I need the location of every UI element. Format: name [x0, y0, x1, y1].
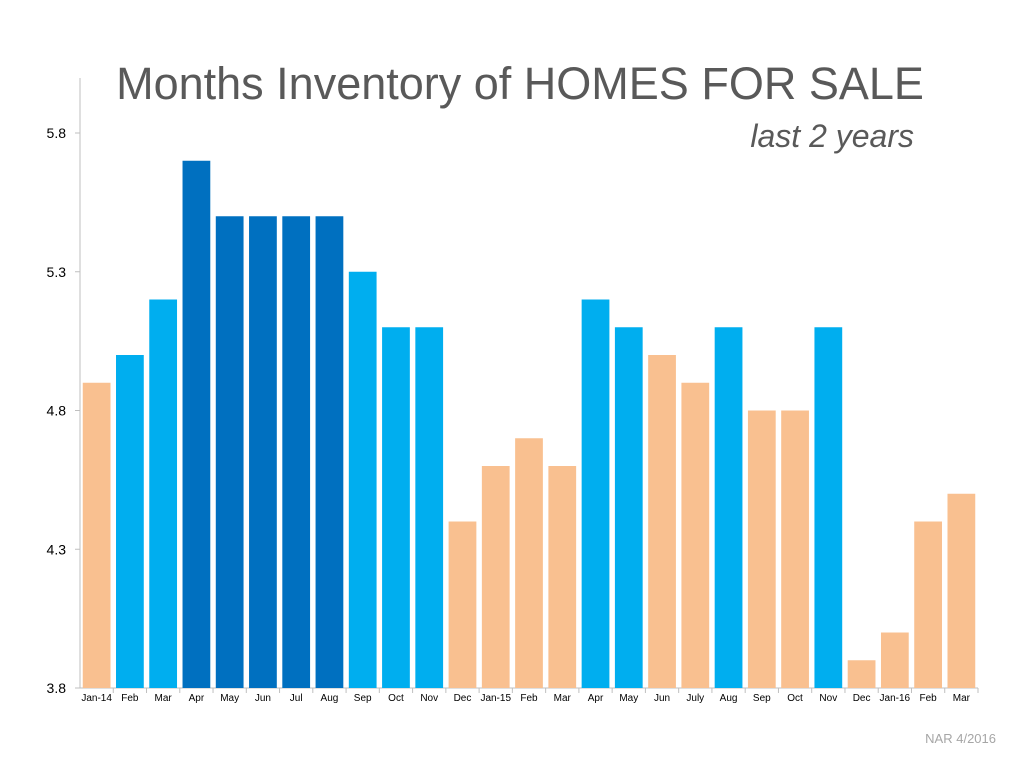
bar: [648, 355, 676, 688]
bar: [182, 160, 211, 688]
x-tick-label: Jun: [255, 693, 271, 704]
x-tick-label: Nov: [819, 693, 837, 704]
y-tick-label: 4.8: [47, 403, 67, 419]
y-tick-label: 4.3: [47, 541, 67, 557]
bar: [581, 299, 610, 688]
bar: [348, 271, 377, 688]
x-tick-label: Apr: [588, 693, 604, 704]
bar: [681, 382, 710, 688]
x-tick-label: Feb: [919, 693, 937, 704]
x-tick-label: Dec: [853, 693, 871, 704]
chart-bars: [82, 160, 976, 688]
y-axis-labels: 3.8 4.3 4.8 5.3 5.8: [47, 125, 67, 696]
x-tick-label: Apr: [189, 693, 205, 704]
x-tick-label: Mar: [953, 693, 971, 704]
y-tick-label: 5.8: [47, 125, 67, 141]
x-tick-label: Feb: [121, 693, 139, 704]
x-tick-label: Dec: [454, 693, 472, 704]
x-tick-label: Aug: [321, 693, 339, 704]
bar: [116, 355, 144, 688]
bar: [415, 327, 444, 688]
x-tick-label: Jan-15: [480, 693, 511, 704]
bar: [947, 493, 976, 688]
x-tick-label: Feb: [520, 693, 538, 704]
source-note: NAR 4/2016: [925, 731, 996, 746]
bar: [914, 521, 942, 688]
x-tick-label: Jan-14: [81, 693, 112, 704]
x-tick-label: Sep: [354, 693, 372, 704]
bar: [814, 327, 843, 688]
bar: [82, 382, 111, 688]
bar: [315, 216, 344, 688]
chart-subtitle: last 2 years: [750, 118, 914, 154]
x-tick-label: May: [619, 693, 638, 704]
x-tick-label: Nov: [420, 693, 438, 704]
x-axis-labels: Jan-14 Feb Mar Apr May Jun Jul Aug Sep Oct Nov Dec J…: [81, 693, 970, 704]
x-tick-label: July: [686, 693, 704, 704]
bar: [548, 466, 577, 688]
bar: [880, 632, 909, 688]
bar: [515, 438, 543, 688]
bar: [382, 327, 410, 688]
x-tick-label: May: [220, 693, 239, 704]
x-tick-label: Oct: [787, 693, 803, 704]
x-tick-label: Mar: [554, 693, 572, 704]
x-tick-label: Jan-16: [880, 693, 911, 704]
bar: [847, 660, 876, 688]
x-tick-label: Jun: [654, 693, 670, 704]
bar: [614, 327, 643, 688]
bar: [282, 216, 311, 688]
bar: [747, 410, 776, 688]
bar: [448, 521, 477, 688]
x-tick-label: Mar: [155, 693, 173, 704]
y-tick-label: 5.3: [47, 264, 67, 280]
bar: [481, 466, 510, 688]
x-tick-label: Oct: [388, 693, 404, 704]
x-tick-label: Jul: [290, 693, 303, 704]
bar: [149, 299, 178, 688]
x-tick-label: Sep: [753, 693, 771, 704]
bar: [215, 216, 244, 688]
x-tick-label: Aug: [720, 693, 738, 704]
bar: [249, 216, 277, 688]
bar: [714, 327, 743, 688]
chart-title: Months Inventory of HOMES FOR SALE: [116, 58, 924, 109]
y-tick-label: 3.8: [47, 680, 67, 696]
bar: [781, 410, 809, 688]
